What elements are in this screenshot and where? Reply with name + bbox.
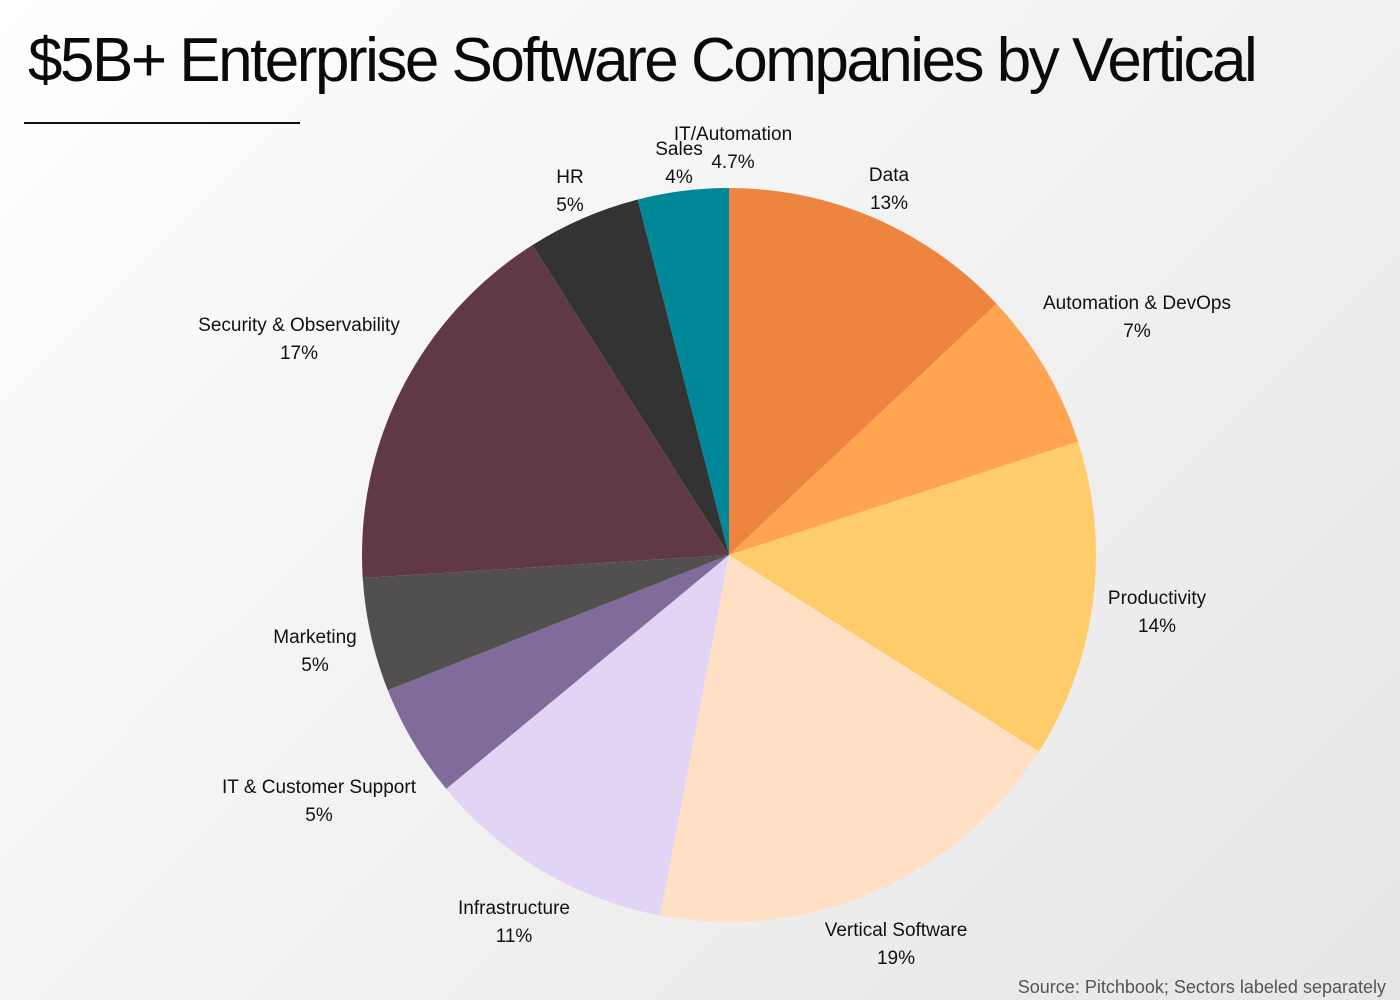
slice-label-vertical-software: Vertical Software	[825, 920, 968, 941]
slice-label-hr: HR	[556, 167, 583, 188]
slice-label-productivity: Productivity	[1108, 588, 1207, 609]
slice-label-infrastructure: Infrastructure	[458, 898, 570, 919]
slice-value-automation-devops: 7%	[1123, 321, 1151, 342]
source-note: Source: Pitchbook; Sectors labeled separ…	[1017, 977, 1386, 997]
slice-value-it-automation: 4.7%	[711, 152, 754, 173]
pie-slice-it-customer-support	[387, 555, 729, 789]
pie-slice-marketing	[362, 555, 729, 691]
slice-value-security-observability: 17%	[280, 343, 318, 364]
slice-label-it-customer-support: IT & Customer Support	[222, 777, 417, 798]
slice-value-vertical-software: 19%	[877, 948, 915, 969]
pie-slice-productivity	[729, 441, 1097, 752]
slice-label-marketing: Marketing	[273, 627, 356, 648]
pie-slice-security-observability	[361, 245, 729, 579]
pie-slice-sales	[637, 188, 729, 555]
slice-value-marketing: 5%	[301, 655, 329, 676]
page-title: $5B+ Enterprise Software Companies by Ve…	[28, 26, 1258, 95]
slice-value-hr: 5%	[556, 195, 584, 216]
pie-slice-hr	[532, 199, 729, 555]
slice-label-automation-devops: Automation & DevOps	[1043, 293, 1231, 314]
slice-label-sales: Sales	[655, 139, 703, 160]
pie-slice-infrastructure	[446, 555, 729, 916]
pie-slice-data	[729, 188, 997, 555]
title-underline	[24, 122, 300, 124]
slice-value-data: 13%	[870, 193, 908, 214]
slice-value-productivity: 14%	[1138, 616, 1176, 637]
pie-slices	[361, 188, 1097, 923]
pie-slice-automation-devops	[729, 303, 1079, 555]
slice-label-security-observability: Security & Observability	[198, 315, 400, 336]
slice-label-it-automation: IT/Automation	[674, 124, 792, 145]
slice-value-it-customer-support: 5%	[305, 805, 333, 826]
pie-slice-vertical-software	[660, 555, 1039, 923]
slice-value-infrastructure: 11%	[496, 926, 533, 947]
slice-value-sales: 4%	[665, 167, 693, 188]
pie-labels: Data 13% Automation & DevOps 7% Productivity…	[198, 124, 1231, 969]
slice-label-data: Data	[869, 165, 910, 186]
